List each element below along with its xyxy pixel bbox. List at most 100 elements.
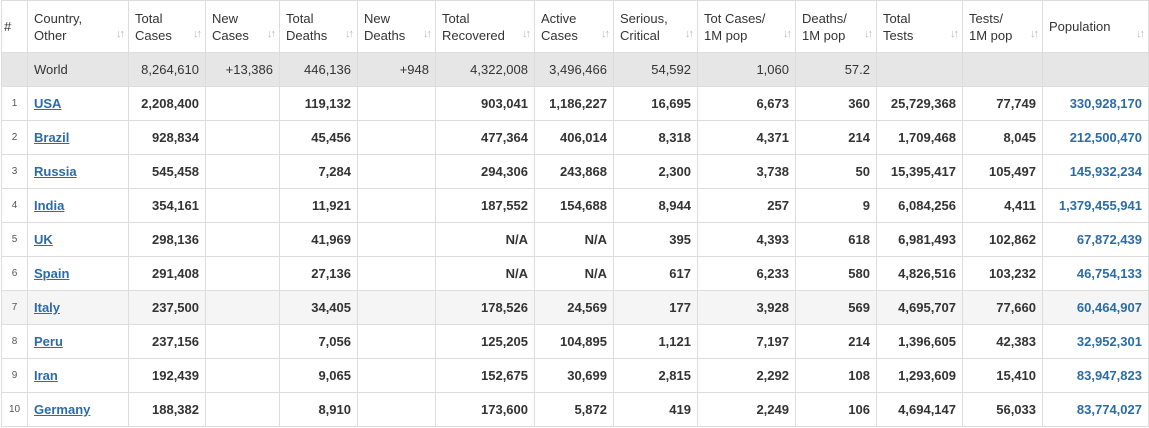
cell: 6,084,256 — [876, 188, 963, 223]
country-link[interactable]: India — [34, 198, 65, 213]
column-header[interactable]: Population ↓↑ — [1042, 0, 1149, 53]
column-header[interactable]: Total Recovered ↓↑ — [435, 0, 535, 53]
header-text: 1M pop — [802, 27, 846, 43]
cell — [357, 120, 436, 155]
header-text: Deaths — [286, 27, 328, 43]
cell: 15,410 — [962, 358, 1043, 393]
country-link[interactable]: Germany — [34, 402, 91, 417]
cell — [205, 392, 280, 427]
table-body: World 8,264,610 +13,386 446,136 +948 4,322,00… — [1, 52, 1149, 427]
sort-icon[interactable]: ↓↑ — [116, 28, 125, 40]
cell: 4,322,008 — [435, 52, 535, 87]
cell — [357, 154, 436, 189]
header-text: Tot Cases/ — [704, 10, 766, 26]
cell: 298,136 — [128, 222, 206, 257]
cell: USA — [27, 86, 129, 121]
cell: 177 — [613, 290, 698, 325]
header-text: New — [212, 10, 239, 26]
cell — [1, 52, 28, 87]
sort-icon[interactable]: ↓↑ — [783, 28, 792, 40]
column-header[interactable]: New Deaths ↓↑ — [357, 0, 436, 53]
header-row: # Country, Other ↓↑ Total Cases ↓↑ New Cases ↓↑ To… — [1, 0, 1149, 53]
sort-icon[interactable]: ↓↑ — [950, 28, 959, 40]
country-link[interactable]: Brazil — [34, 130, 70, 145]
sort-icon[interactable]: ↓↑ — [601, 28, 610, 40]
header-text: Deaths/ — [802, 10, 847, 26]
country-link[interactable]: UK — [34, 232, 53, 247]
country-link[interactable]: Spain — [34, 266, 70, 281]
column-header[interactable]: Tests/1M pop ↓↑ — [962, 0, 1043, 53]
cell: 569 — [795, 290, 877, 325]
sort-icon[interactable]: ↓↑ — [267, 28, 276, 40]
cell: 50 — [795, 154, 877, 189]
cell: 406,014 — [534, 120, 614, 155]
cell: 154,688 — [534, 188, 614, 223]
header-text: Cases — [135, 27, 172, 43]
sort-icon[interactable]: ↓↑ — [864, 28, 873, 40]
cell: Iran — [27, 358, 129, 393]
header-text: Active — [541, 10, 577, 26]
cell — [205, 86, 280, 121]
cell: 16,695 — [613, 86, 698, 121]
cell: 42,383 — [962, 324, 1043, 359]
header-text: Recovered — [442, 27, 505, 43]
cell: 617 — [613, 256, 698, 291]
sort-icon[interactable]: ↓↑ — [1136, 28, 1145, 40]
country-link[interactable]: Italy — [34, 300, 61, 315]
data-row: 8 Peru 237,156 7,056 125,205 104,895 1,121 7,19… — [1, 324, 1149, 359]
cell: 1,186,227 — [534, 86, 614, 121]
column-header[interactable]: Active Cases ↓↑ — [534, 0, 614, 53]
sort-icon[interactable]: ↓↑ — [193, 28, 202, 40]
column-header[interactable]: Total Cases ↓↑ — [128, 0, 206, 53]
cell: 77,660 — [962, 290, 1043, 325]
column-header[interactable]: Total Deaths ↓↑ — [279, 0, 358, 53]
cell: 67,872,439 — [1042, 222, 1149, 257]
cell: 8,910 — [279, 392, 358, 427]
cell: 41,969 — [279, 222, 358, 257]
cell — [205, 358, 280, 393]
column-header[interactable]: Total Tests ↓↑ — [876, 0, 963, 53]
sort-icon[interactable]: ↓↑ — [1030, 28, 1039, 40]
column-header[interactable]: Deaths/1M pop ↓↑ — [795, 0, 877, 53]
cell: India — [27, 188, 129, 223]
country-link[interactable]: Iran — [34, 368, 58, 383]
column-header[interactable]: New Cases ↓↑ — [205, 0, 280, 53]
cell — [962, 52, 1043, 87]
cell: 106 — [795, 392, 877, 427]
cell: 46,754,133 — [1042, 256, 1149, 291]
cell — [357, 188, 436, 223]
column-header[interactable]: Tot Cases/1M pop ↓↑ — [697, 0, 796, 53]
cell: 108 — [795, 358, 877, 393]
cell: 3 — [1, 154, 28, 189]
country-link[interactable]: USA — [34, 96, 62, 111]
sort-icon[interactable]: ↓↑ — [522, 28, 531, 40]
header-text: Population — [1049, 19, 1111, 34]
cell: 3,496,466 — [534, 52, 614, 87]
cell: UK — [27, 222, 129, 257]
column-header[interactable]: Serious, Critical ↓↑ — [613, 0, 698, 53]
cell: 187,552 — [435, 188, 535, 223]
cell: Italy — [27, 290, 129, 325]
cell: 83,947,823 — [1042, 358, 1149, 393]
cell: 30,699 — [534, 358, 614, 393]
cell: 173,600 — [435, 392, 535, 427]
cell: 330,928,170 — [1042, 86, 1149, 121]
cell: 291,408 — [128, 256, 206, 291]
country-link[interactable]: Peru — [34, 334, 63, 349]
sort-icon[interactable]: ↓↑ — [685, 28, 694, 40]
total-row: World 8,264,610 +13,386 446,136 +948 4,322,00… — [1, 52, 1149, 87]
cell: 8,264,610 — [128, 52, 206, 87]
cell: 1,709,468 — [876, 120, 963, 155]
cell: 2,292 — [697, 358, 796, 393]
country-link[interactable]: Russia — [34, 164, 77, 179]
cell: 32,952,301 — [1042, 324, 1149, 359]
cell: 4,411 — [962, 188, 1043, 223]
cell — [205, 120, 280, 155]
sort-icon[interactable]: ↓↑ — [345, 28, 354, 40]
sort-icon[interactable]: ↓↑ — [423, 28, 432, 40]
cell: N/A — [435, 222, 535, 257]
column-header[interactable]: Country, Other ↓↑ — [27, 0, 129, 53]
cell: 6 — [1, 256, 28, 291]
cell: 4,393 — [697, 222, 796, 257]
cell — [1042, 52, 1149, 87]
